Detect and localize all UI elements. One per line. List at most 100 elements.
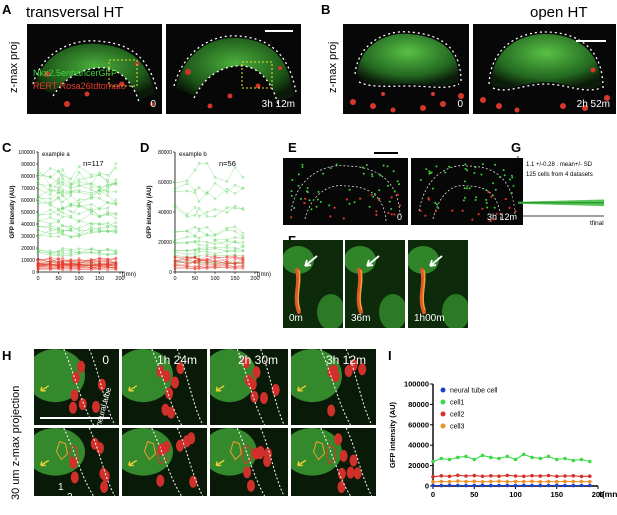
- x-tick-label: 0: [36, 276, 39, 282]
- green-trace: [174, 234, 244, 241]
- green-point: [57, 207, 60, 211]
- micrograph-e-t0: 0: [283, 158, 408, 225]
- red-point: [205, 258, 209, 261]
- green-point: [241, 241, 245, 244]
- series-point: [456, 483, 460, 488]
- green-point: [57, 220, 60, 224]
- y-axis-label: GFP intensity (AU): [10, 186, 16, 239]
- green-point: [213, 238, 217, 242]
- series-point: [555, 483, 559, 488]
- green-point: [193, 188, 197, 192]
- green-point: [69, 194, 73, 197]
- red-point: [197, 263, 201, 266]
- green-point: [193, 252, 197, 256]
- red-point: [36, 268, 40, 272]
- green-point: [205, 211, 209, 214]
- green-point: [49, 187, 52, 191]
- series-point: [579, 457, 584, 462]
- chart-i: 0 20000 40000 60000 80000 100000 0 50 100 150 200t…: [388, 380, 617, 500]
- green-cell: [448, 165, 451, 168]
- green-cell: [474, 166, 477, 169]
- green-cell: [430, 171, 433, 174]
- green-point: [106, 186, 109, 189]
- green-point: [225, 180, 229, 183]
- red-point: [57, 264, 60, 267]
- red-point: [114, 268, 118, 271]
- green-point: [36, 219, 40, 222]
- red-cell: [294, 268, 301, 314]
- y-tick-label: 50000: [21, 210, 35, 216]
- red-point: [241, 265, 245, 269]
- green-point: [241, 232, 245, 235]
- green-cell: [512, 185, 515, 187]
- outline: [88, 428, 116, 496]
- green-trace: [37, 197, 117, 210]
- series-point: [431, 483, 435, 488]
- green-point: [36, 234, 40, 237]
- red-cell: [337, 481, 346, 493]
- x-tick-label: 50: [470, 490, 478, 499]
- green-cell: [291, 179, 294, 181]
- green-point: [77, 189, 81, 192]
- red-point: [61, 263, 64, 267]
- series-point: [571, 483, 576, 488]
- red-point: [241, 267, 245, 270]
- y-tick-label: 60000: [408, 420, 429, 429]
- green-cell: [388, 200, 391, 203]
- outline: [63, 349, 94, 425]
- red-point: [225, 261, 229, 264]
- green-cell: [293, 207, 296, 209]
- arrow-icon: [215, 385, 225, 392]
- red-trace: [37, 264, 116, 266]
- series-point: [555, 457, 559, 462]
- green-point: [69, 254, 73, 257]
- green-cell: [502, 169, 505, 172]
- green-cell: [368, 205, 371, 208]
- red-cell: [162, 370, 171, 383]
- green-cell: [435, 203, 438, 206]
- green-point: [98, 251, 101, 254]
- series-point: [571, 474, 576, 478]
- green-trace: [37, 169, 116, 186]
- red-cell: [69, 401, 77, 414]
- micrograph-b-t0-image: [350, 31, 464, 113]
- green-point: [57, 254, 60, 257]
- green-trace: [37, 204, 116, 217]
- green-point: [36, 233, 40, 237]
- green-cell: [466, 169, 469, 172]
- outline: [176, 428, 204, 496]
- green-point: [114, 212, 118, 215]
- red-cell: [461, 209, 464, 212]
- y-tick-label: 20000: [408, 461, 429, 470]
- red-cell: [329, 215, 332, 218]
- green-point: [49, 193, 52, 197]
- red-cell: [451, 209, 454, 212]
- series-point: [579, 483, 584, 488]
- green-point: [36, 182, 40, 186]
- x-axis-label: t(mn): [257, 272, 271, 278]
- green-point: [173, 181, 177, 184]
- green-point: [77, 201, 81, 205]
- series-point: [439, 456, 444, 461]
- green-cell: [396, 180, 399, 183]
- green-point: [49, 235, 52, 238]
- red-point: [49, 268, 52, 271]
- green-point: [233, 204, 237, 208]
- green-point: [233, 184, 237, 187]
- green-trace: [37, 252, 116, 256]
- green-point: [225, 246, 229, 250]
- red-point: [69, 258, 73, 261]
- series-point: [439, 483, 444, 488]
- green-trace: [174, 246, 244, 252]
- green-point: [36, 202, 40, 205]
- micrograph-a-t0-image: [32, 40, 158, 107]
- red-cell: [100, 481, 109, 493]
- red-cell: [427, 198, 430, 201]
- micrograph-e-t1-image: [418, 163, 517, 223]
- green-point: [49, 232, 52, 236]
- green-point: [57, 250, 60, 253]
- green-cell: [361, 166, 364, 169]
- red-cell: [356, 268, 363, 314]
- red-cell: [187, 432, 196, 445]
- series-point: [513, 457, 518, 462]
